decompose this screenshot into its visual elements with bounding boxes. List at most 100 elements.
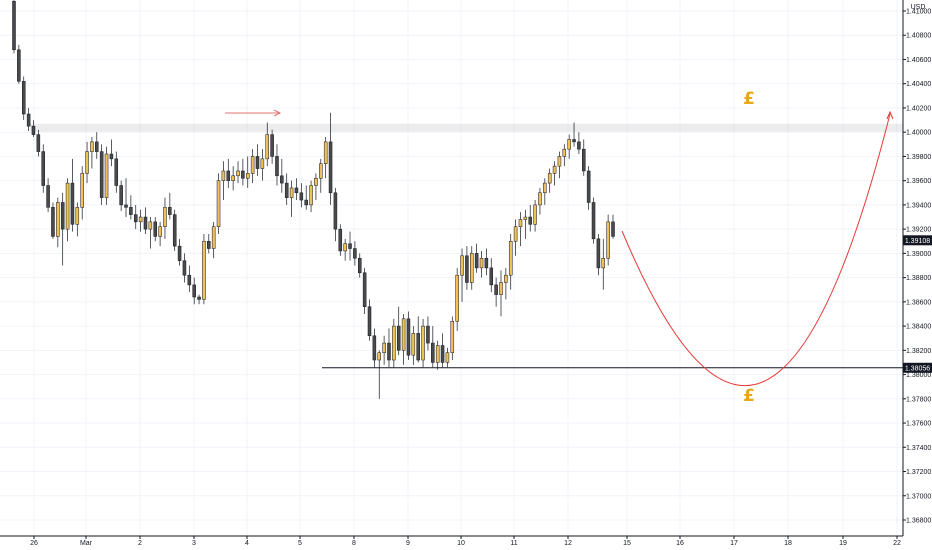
candle[interactable] <box>504 267 508 300</box>
candle[interactable] <box>455 267 459 331</box>
candle[interactable] <box>596 233 601 276</box>
candle[interactable] <box>46 178 50 213</box>
candle[interactable] <box>518 212 523 247</box>
candle[interactable] <box>182 253 187 283</box>
candle[interactable] <box>265 122 269 167</box>
candle[interactable] <box>197 294 201 305</box>
candle[interactable] <box>494 277 498 307</box>
candle[interactable] <box>552 161 557 186</box>
candle[interactable] <box>60 192 65 266</box>
candle[interactable] <box>270 129 274 164</box>
candle[interactable] <box>99 144 104 205</box>
candle[interactable] <box>109 139 114 167</box>
candle[interactable] <box>484 248 489 276</box>
candle[interactable] <box>323 137 328 179</box>
candle[interactable] <box>528 204 532 232</box>
candle[interactable] <box>31 120 36 138</box>
candle[interactable] <box>582 139 586 176</box>
candle[interactable] <box>221 161 226 201</box>
candle[interactable] <box>465 246 469 290</box>
candle[interactable] <box>547 168 552 193</box>
candle[interactable] <box>163 197 167 239</box>
candle[interactable] <box>211 221 216 259</box>
candle[interactable] <box>192 277 196 305</box>
candle[interactable] <box>129 195 133 220</box>
candle[interactable] <box>591 197 596 244</box>
price-axis[interactable]: 1.41000 1.40800 1.40600 1.40400 1.40200 1.400… <box>903 9 931 525</box>
candle[interactable] <box>294 178 299 201</box>
candle[interactable] <box>207 233 211 254</box>
candle[interactable] <box>479 250 484 278</box>
candle[interactable] <box>65 178 70 242</box>
candle[interactable] <box>353 241 357 266</box>
candle[interactable] <box>523 209 528 239</box>
candle[interactable] <box>513 219 518 256</box>
candle[interactable] <box>187 265 192 293</box>
candle[interactable] <box>431 326 435 368</box>
candle[interactable] <box>460 248 464 302</box>
candle[interactable] <box>250 149 255 184</box>
candle[interactable] <box>586 166 591 210</box>
candle[interactable] <box>26 107 31 131</box>
candle[interactable] <box>12 0 16 54</box>
candle[interactable] <box>85 141 89 184</box>
candle[interactable] <box>557 151 562 179</box>
candle[interactable] <box>435 340 440 370</box>
candle[interactable] <box>358 253 362 278</box>
candle[interactable] <box>382 335 386 365</box>
candle[interactable] <box>562 144 567 167</box>
candle[interactable] <box>396 306 401 356</box>
candle[interactable] <box>153 217 157 242</box>
candle[interactable] <box>133 204 138 230</box>
candle[interactable] <box>392 318 396 368</box>
candle[interactable] <box>216 173 221 234</box>
candle[interactable] <box>75 202 80 237</box>
candle[interactable] <box>611 214 615 239</box>
candle[interactable] <box>255 144 260 176</box>
candle[interactable] <box>572 122 576 147</box>
candle[interactable] <box>401 313 406 365</box>
candle[interactable] <box>333 187 338 242</box>
candle[interactable] <box>289 180 294 218</box>
candle[interactable] <box>416 316 420 363</box>
candle[interactable] <box>470 246 474 290</box>
candle[interactable] <box>41 144 45 193</box>
candle[interactable] <box>90 137 94 169</box>
candle[interactable] <box>343 238 347 261</box>
candle[interactable] <box>508 233 513 290</box>
candle[interactable] <box>319 158 323 193</box>
candle[interactable] <box>377 350 382 399</box>
candle[interactable] <box>231 166 235 191</box>
candle[interactable] <box>80 166 84 220</box>
candle[interactable] <box>338 224 343 256</box>
candle[interactable] <box>280 158 284 193</box>
candle[interactable] <box>226 158 231 188</box>
candle[interactable] <box>543 178 547 205</box>
candle[interactable] <box>489 258 494 293</box>
candle[interactable] <box>348 231 352 261</box>
candle[interactable] <box>119 180 123 211</box>
candle[interactable] <box>51 202 55 239</box>
candle[interactable] <box>245 156 250 188</box>
candle[interactable] <box>406 311 411 361</box>
candle[interactable] <box>567 134 571 159</box>
candle[interactable] <box>450 316 455 361</box>
candle[interactable] <box>36 129 41 157</box>
candle[interactable] <box>426 316 430 351</box>
candle[interactable] <box>372 328 377 368</box>
candle[interactable] <box>299 183 304 208</box>
candle[interactable] <box>70 158 75 232</box>
candle[interactable] <box>445 347 450 368</box>
candle[interactable] <box>387 328 391 368</box>
candle[interactable] <box>309 180 313 213</box>
candle[interactable] <box>17 44 21 84</box>
candle[interactable] <box>241 158 245 186</box>
candle[interactable] <box>124 178 128 218</box>
candle[interactable] <box>538 187 542 215</box>
candle[interactable] <box>177 238 182 266</box>
candle[interactable] <box>328 112 333 205</box>
candle[interactable] <box>411 326 416 365</box>
candle[interactable] <box>474 243 479 273</box>
candle[interactable] <box>275 144 279 186</box>
